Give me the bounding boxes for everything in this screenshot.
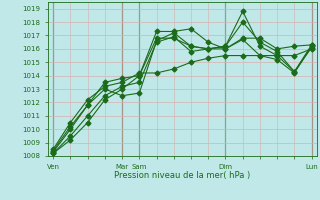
X-axis label: Pression niveau de la mer( hPa ): Pression niveau de la mer( hPa ): [114, 171, 251, 180]
